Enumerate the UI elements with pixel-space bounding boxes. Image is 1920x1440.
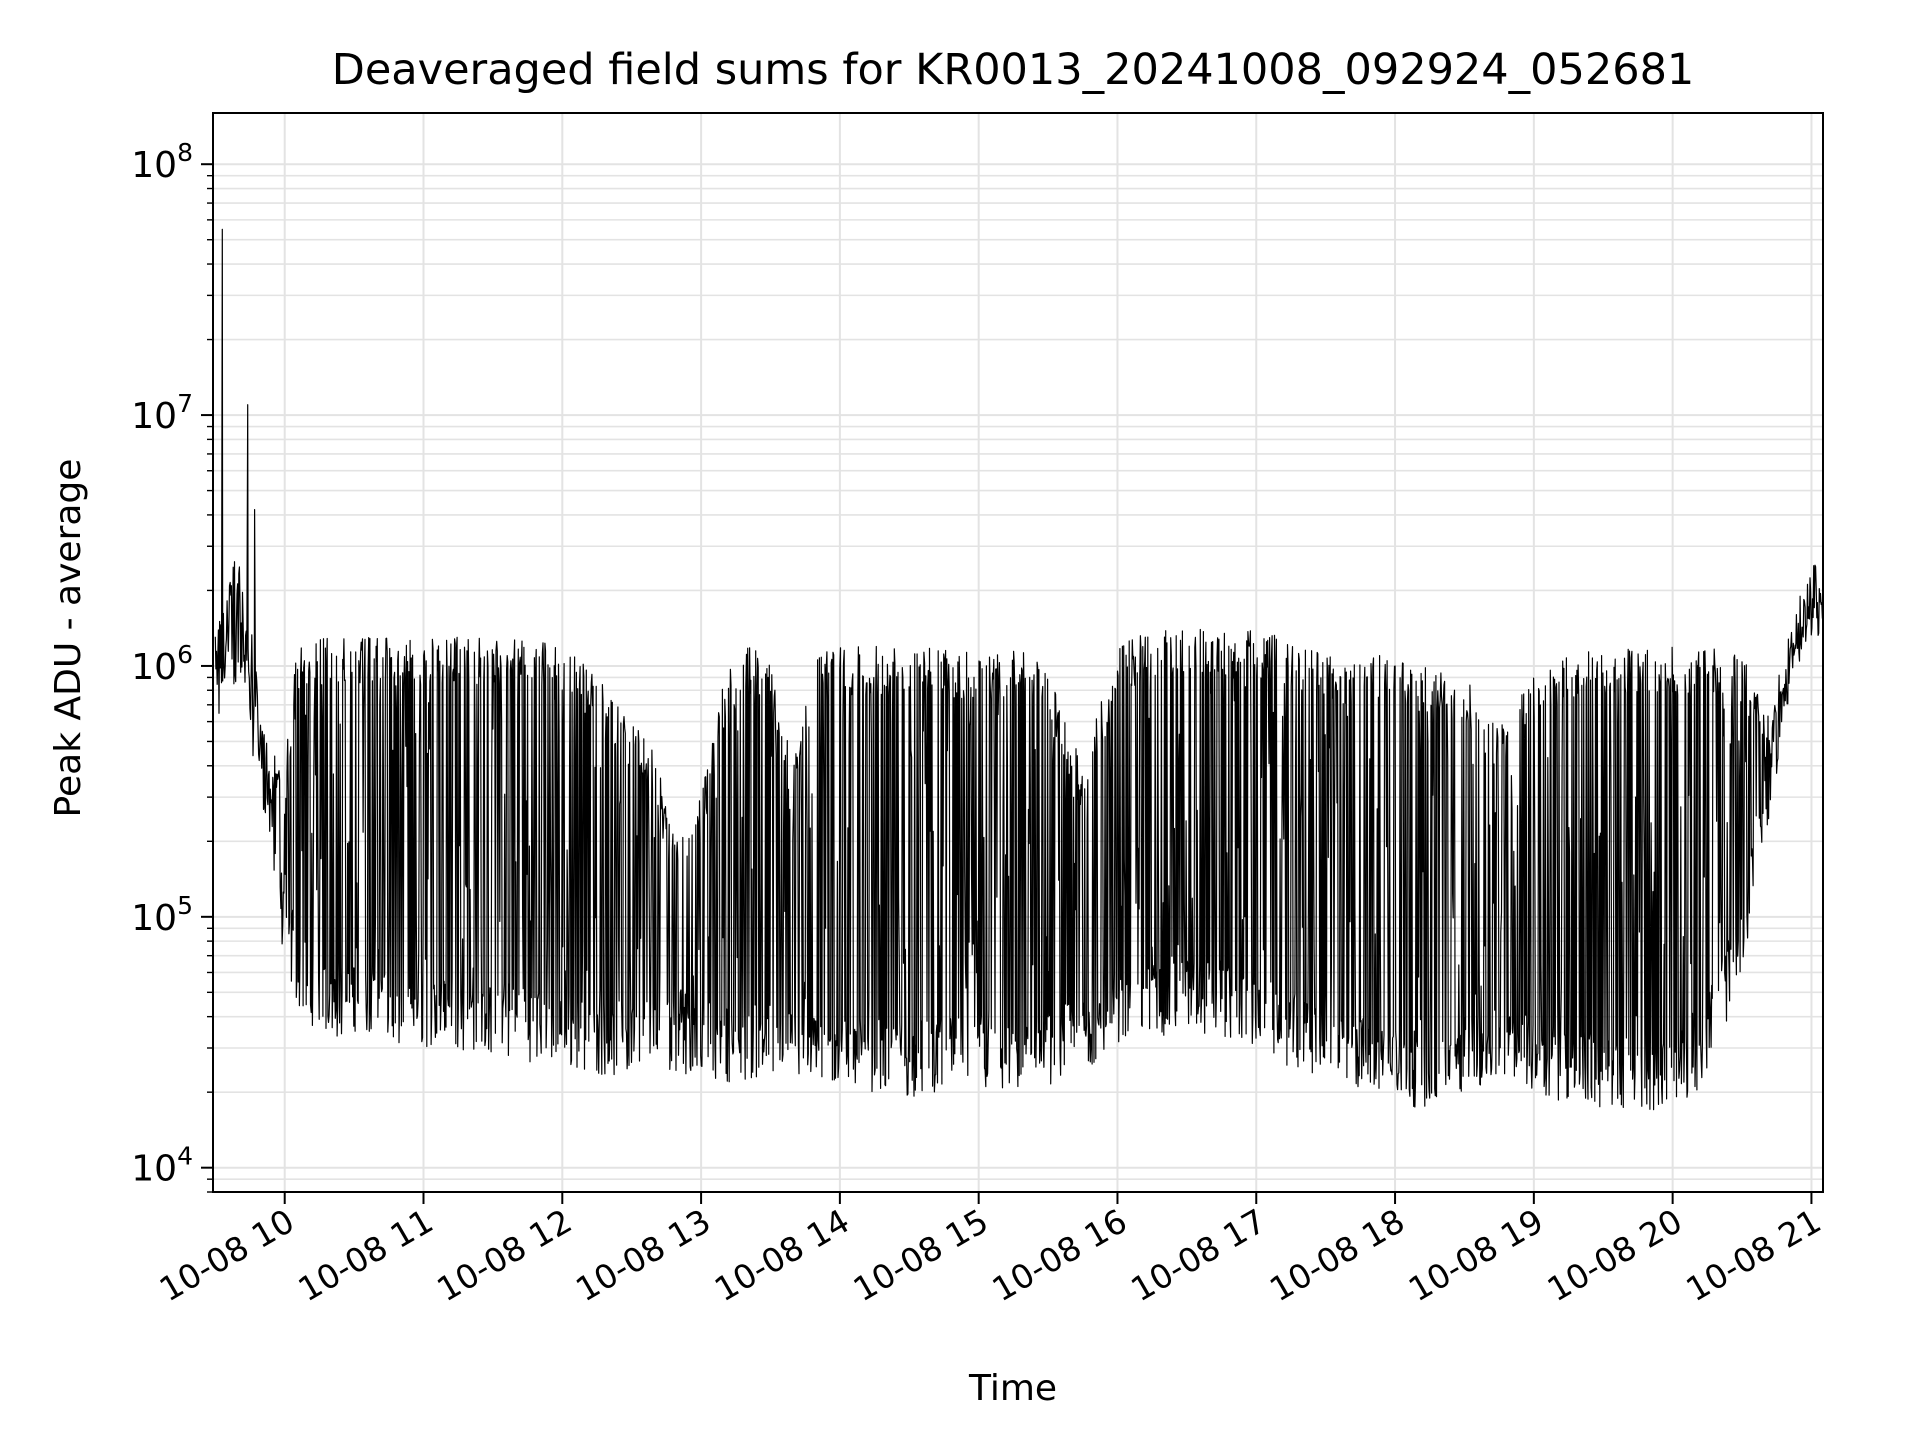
y-axis-label: Peak ADU - average xyxy=(48,459,89,818)
y-tick-label: 105 xyxy=(131,891,193,939)
plot-area-frame xyxy=(212,112,1824,1193)
y-axis: 104 105 106 107 108 xyxy=(131,138,213,1193)
y-tick-label: 104 xyxy=(131,1142,193,1190)
series-line xyxy=(214,228,1824,1111)
x-axis-label: Time xyxy=(968,1368,1057,1409)
series-group xyxy=(214,228,1824,1111)
y-tick-label: 107 xyxy=(131,389,193,437)
y-tick-label: 106 xyxy=(131,640,193,688)
chart-title: Deaveraged field sums for KR0013_2024100… xyxy=(332,45,1695,95)
y-tick-label: 108 xyxy=(131,138,193,186)
